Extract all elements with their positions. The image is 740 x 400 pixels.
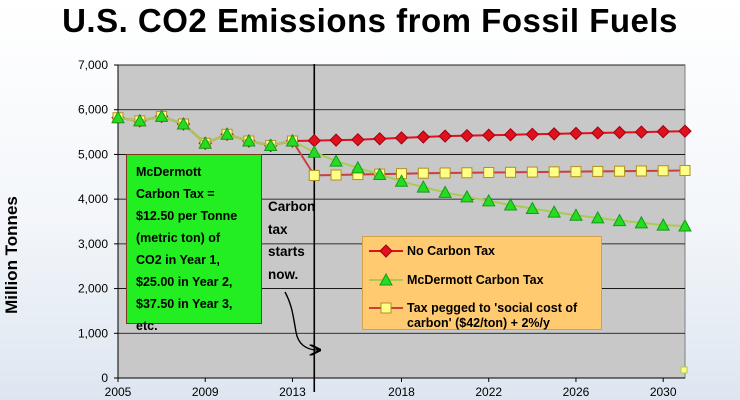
data-point	[416, 130, 431, 144]
y-tick-label: 0	[101, 371, 108, 385]
y-tick-label: 4,000	[78, 192, 108, 206]
data-point	[547, 205, 561, 218]
data-point	[176, 116, 191, 130]
data-point	[308, 169, 320, 181]
tax-start-note: Carbon tax starts now.	[268, 199, 316, 282]
data-point	[547, 127, 561, 141]
data-point	[394, 174, 409, 187]
data-point	[525, 201, 540, 215]
stray-marker	[680, 366, 688, 374]
data-point	[329, 133, 343, 147]
data-point	[612, 213, 627, 227]
data-point	[460, 189, 474, 203]
data-point	[503, 197, 518, 211]
chart-title: U.S. CO2 Emissions from Fossil Fuels	[62, 2, 678, 39]
data-point	[525, 127, 540, 142]
data-point	[548, 166, 560, 178]
legend-social-cost-icon	[369, 302, 403, 314]
data-point	[438, 129, 452, 143]
data-point	[678, 218, 692, 232]
data-point	[417, 167, 429, 179]
x-tick-label: 2013	[279, 385, 306, 399]
data-point	[657, 165, 669, 177]
x-tick-label: 2009	[192, 385, 219, 399]
data-point	[394, 131, 409, 145]
legend-label-social-cost: Tax pegged to 'social cost of carbon' ($…	[407, 301, 578, 330]
y-tick-label: 7,000	[78, 58, 108, 72]
x-tick-label: 2030	[650, 385, 677, 399]
data-point	[635, 165, 647, 177]
x-tick-label: 2018	[388, 385, 415, 399]
data-point	[285, 133, 300, 147]
data-point	[678, 124, 692, 138]
data-point	[154, 109, 169, 122]
data-point	[569, 126, 583, 141]
data-point	[591, 126, 605, 140]
y-tick-label: 3,000	[78, 237, 108, 251]
data-point	[612, 125, 627, 140]
y-ticks: 0 1,000 2,000 3,000 4,000 5,000 6,000 7,000	[78, 58, 119, 385]
data-point	[372, 132, 387, 146]
data-point	[307, 145, 322, 158]
legend-no-tax-icon	[369, 244, 403, 258]
data-point	[460, 128, 474, 143]
data-point	[351, 160, 365, 174]
data-point	[198, 136, 213, 149]
data-point	[263, 138, 278, 151]
y-tick-label: 5,000	[78, 147, 108, 161]
data-point	[614, 165, 626, 177]
data-point	[372, 167, 387, 181]
data-point	[656, 124, 670, 139]
data-point	[482, 128, 496, 142]
mcdermott-tax-box: McDermott Carbon Tax = $12.50 per Tonne …	[126, 154, 262, 333]
data-point	[590, 210, 605, 224]
data-point	[592, 165, 604, 177]
legend-label-mcdermott: McDermott Carbon Tax	[407, 273, 544, 287]
y-tick-label: 2,000	[78, 282, 108, 296]
data-point	[503, 128, 518, 142]
data-point	[634, 215, 649, 229]
data-point	[569, 208, 583, 221]
mcdermott-tax-text: McDermott Carbon Tax = $12.50 per Tonne …	[136, 165, 238, 333]
legend-mcdermott-icon	[369, 273, 403, 286]
data-point	[438, 185, 452, 198]
data-point	[439, 167, 451, 179]
note-arrow	[284, 291, 318, 350]
y-tick-label: 6,000	[78, 103, 108, 117]
data-point	[351, 132, 365, 147]
data-point	[481, 193, 496, 207]
x-tick-label: 2022	[475, 385, 502, 399]
data-point	[330, 169, 342, 181]
data-point	[329, 154, 343, 167]
data-point	[220, 127, 234, 140]
data-point	[570, 166, 582, 178]
data-point	[656, 218, 671, 231]
data-point	[526, 166, 538, 178]
data-point	[461, 167, 473, 179]
y-tick-label: 1,000	[78, 326, 108, 340]
x-ticks: 2005 2009 2013 2018 2022 2026 2030	[105, 377, 685, 399]
data-point	[505, 166, 517, 178]
series-layer	[111, 109, 692, 232]
data-point	[416, 180, 431, 193]
data-point	[242, 133, 256, 147]
x-tick-label: 2005	[105, 385, 132, 399]
data-point	[679, 165, 691, 177]
data-point	[634, 125, 649, 139]
legend-label-no-tax: No Carbon Tax	[407, 244, 495, 258]
data-point	[111, 110, 125, 124]
data-point	[132, 113, 147, 127]
x-tick-label: 2026	[563, 385, 590, 399]
legend: No Carbon Tax McDermott Carbon Tax Tax p…	[362, 236, 602, 330]
data-point	[483, 167, 495, 179]
